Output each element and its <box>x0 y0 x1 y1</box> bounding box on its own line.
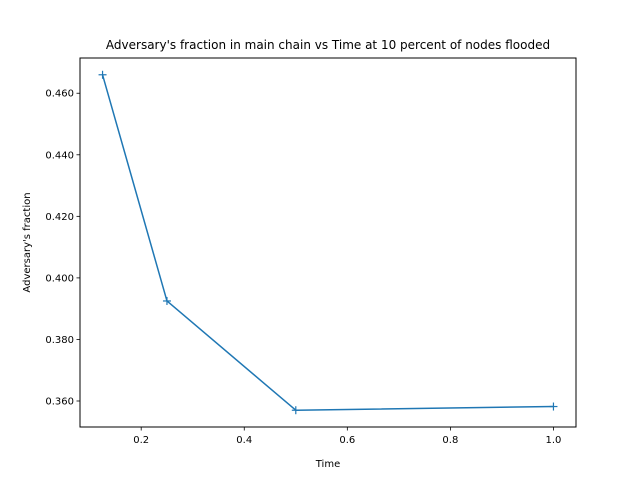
series-line <box>101 74 554 411</box>
axes-frame <box>79 57 577 428</box>
x-tick-label: 0.6 <box>339 435 355 446</box>
data-point-marker <box>98 70 107 79</box>
y-tick-label: 0.420 <box>45 212 74 223</box>
x-tick-label: 0.4 <box>236 435 252 446</box>
data-point-marker <box>291 406 300 415</box>
data-point-marker <box>162 296 171 305</box>
x-tick-label: 0.2 <box>133 435 149 446</box>
data-point-marker <box>549 402 558 411</box>
x-tick-label: 0.8 <box>442 435 458 446</box>
y-tick-label: 0.400 <box>45 273 74 284</box>
x-tick-label: 1.0 <box>546 435 562 446</box>
chart-title: Adversary's fraction in main chain vs Ti… <box>106 38 550 52</box>
y-tick-label: 0.440 <box>45 150 74 161</box>
y-tick-label: 0.360 <box>45 396 74 407</box>
y-axis-label: Adversary's fraction <box>22 192 33 292</box>
x-axis-label: Time <box>315 459 340 470</box>
y-tick-label: 0.460 <box>45 89 74 100</box>
plot-area: 0.2 0.4 0.6 0.8 1.0 0.360 0.380 0.400 0.420 0.440… <box>45 70 562 446</box>
y-tick-label: 0.380 <box>45 335 74 346</box>
